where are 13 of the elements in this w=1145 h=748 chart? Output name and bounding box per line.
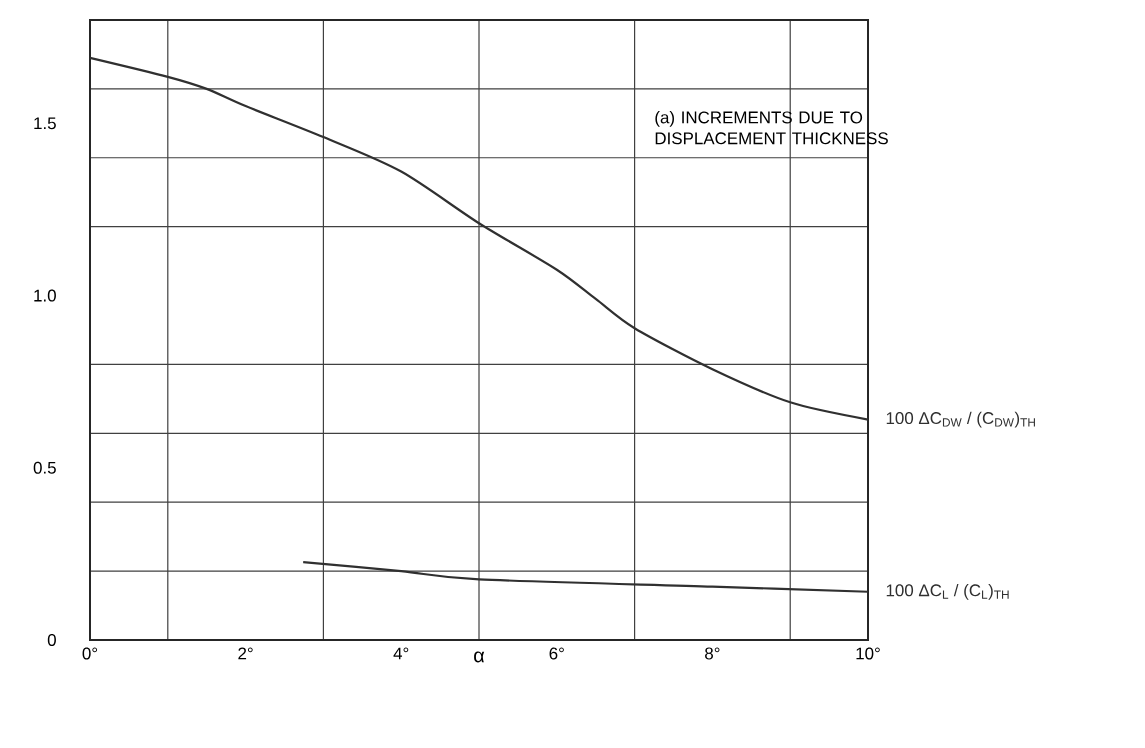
- y-tick-label: 0.5: [33, 461, 56, 474]
- x-tick-label: 10°: [856, 647, 880, 660]
- y-tick-label: 1.0: [34, 289, 56, 302]
- x-tick-label: 2°: [238, 647, 253, 660]
- x-tick-label: 4°: [393, 647, 409, 660]
- y-tick-label: 1.5: [34, 117, 56, 130]
- x-tick-label: 0°: [82, 647, 98, 660]
- series-label: 100 ΔC$_{DW}$ / (C$_{DW}$)$_{TH}$: [886, 411, 1035, 428]
- y-tick-label: 0: [47, 634, 56, 646]
- series-label: 100 ΔC$_{L}$ / (C$_{L}$)$_{TH}$: [886, 583, 1009, 600]
- x-tick-label: 6°: [549, 647, 564, 660]
- x-tick-label: 8°: [705, 647, 720, 660]
- x-axis-title: α: [474, 651, 485, 663]
